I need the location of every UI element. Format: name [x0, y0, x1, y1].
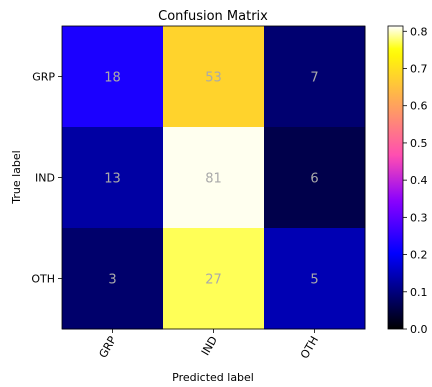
colorbar-tick-label: 0.1 [410, 286, 428, 299]
colorbar-tick-label: 0.2 [410, 249, 428, 262]
heatmap-cells: 18 53 7 13 81 6 3 27 5 [62, 26, 366, 330]
x-axis-label: Predicted label [172, 371, 254, 384]
chart-title: Confusion Matrix [158, 9, 268, 24]
x-tick-label: GRP [96, 334, 119, 361]
x-tick-labels: GRP IND OTH [96, 329, 321, 361]
cell-value-label: 3 [108, 273, 116, 288]
colorbar-tick-label: 0.3 [410, 211, 428, 224]
heatmap-cell [163, 26, 265, 128]
heatmap-cell [62, 228, 164, 330]
heatmap-cell [163, 127, 265, 229]
y-tick-label: GRP [32, 71, 55, 84]
colorbar-tick-label: 0.4 [410, 174, 428, 187]
heatmap-cell [264, 127, 366, 229]
colorbar-tick-label: 0.6 [410, 100, 428, 113]
colorbar: 0.0 0.1 0.2 0.3 0.4 0.5 0.6 0.7 0.8 [387, 25, 428, 336]
cell-value-label: 6 [310, 172, 318, 187]
heatmap-cell [62, 127, 164, 229]
cell-value-label: 27 [205, 273, 222, 288]
y-axis-label: True label [10, 150, 23, 204]
cell-value-label: 53 [205, 71, 222, 86]
colorbar-tick-label: 0.8 [410, 25, 428, 38]
x-tick-label: OTH [298, 334, 321, 361]
heatmap-cell [264, 26, 366, 128]
y-tick-label: IND [35, 172, 55, 185]
colorbar-gradient [387, 25, 404, 330]
heatmap-cell [62, 26, 164, 128]
y-tick-label: OTH [31, 273, 55, 286]
colorbar-tick-label: 0.0 [410, 323, 428, 336]
cell-value-label: 13 [104, 172, 121, 187]
y-tick-labels: GRP IND OTH [31, 71, 62, 286]
colorbar-ticks: 0.0 0.1 0.2 0.3 0.4 0.5 0.6 0.7 0.8 [403, 25, 428, 336]
cell-value-label: 18 [104, 71, 121, 86]
cell-value-label: 81 [205, 172, 222, 187]
heatmap-cell [264, 228, 366, 330]
x-tick-label: IND [199, 334, 220, 358]
heatmap-cell [163, 228, 265, 330]
cell-value-label: 7 [310, 71, 318, 86]
cell-value-label: 5 [310, 273, 318, 288]
colorbar-tick-label: 0.5 [410, 137, 428, 150]
colorbar-tick-label: 0.7 [410, 62, 428, 75]
